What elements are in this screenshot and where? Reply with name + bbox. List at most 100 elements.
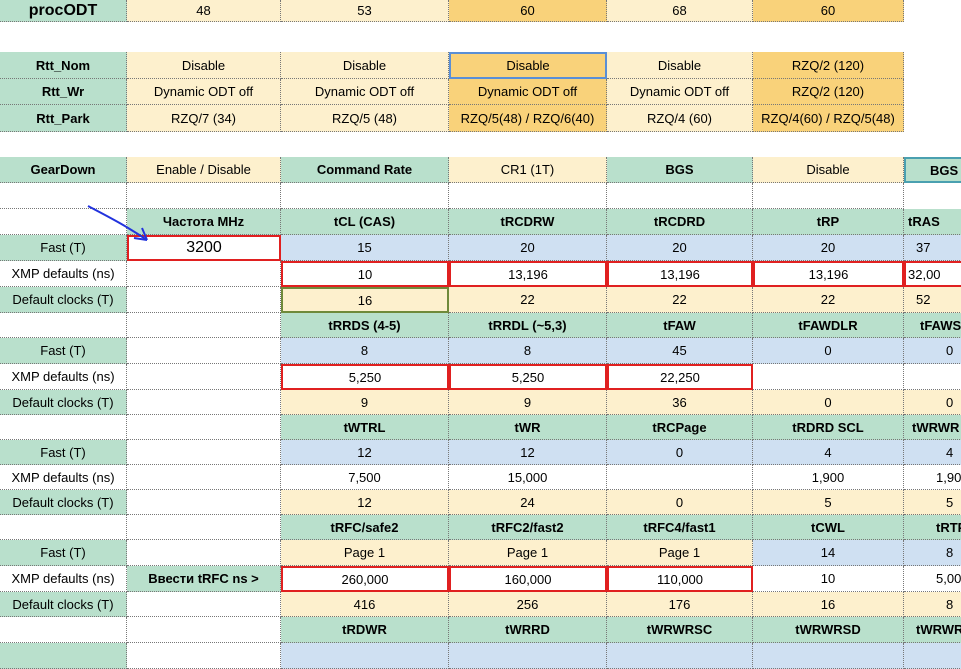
empty-cell[interactable] — [127, 643, 281, 669]
default-cell[interactable]: 16 — [753, 592, 904, 617]
fast-cell[interactable]: Page 1 — [607, 540, 753, 566]
default-label[interactable]: Default clocks (T) — [0, 490, 127, 515]
rtt-wr-cell[interactable]: Dynamic ODT off — [607, 79, 753, 105]
param-header[interactable]: tFAW — [607, 313, 753, 338]
rtt-wr-cell[interactable]: Dynamic ODT off — [281, 79, 449, 105]
rtt-wr-cell[interactable]: Dynamic ODT off — [449, 79, 607, 105]
empty-cell[interactable] — [127, 313, 281, 338]
empty-cell[interactable] — [127, 183, 281, 209]
fast-label[interactable]: Fast (T) — [0, 440, 127, 465]
empty-cell[interactable] — [0, 515, 127, 540]
rtt-nom-cell-selected[interactable]: Disable — [449, 52, 607, 79]
fast-cell[interactable]: 8 — [904, 540, 961, 566]
default-cell[interactable]: 36 — [607, 390, 753, 415]
xmp-cell[interactable] — [607, 465, 753, 490]
empty-cell[interactable] — [607, 183, 753, 209]
fast-cell[interactable]: 0 — [753, 338, 904, 364]
empty-cell[interactable] — [127, 415, 281, 440]
param-header[interactable]: tRTP — [904, 515, 961, 540]
xmp-input[interactable]: 5,250 — [449, 364, 607, 390]
empty-cell[interactable] — [127, 540, 281, 566]
rtt-park-cell[interactable]: RZQ/7 (34) — [127, 105, 281, 132]
xmp-input[interactable]: 110,000 — [607, 566, 753, 592]
default-cell[interactable]: 416 — [281, 592, 449, 617]
bgs-label-2[interactable]: BGS — [904, 157, 961, 183]
param-header[interactable]: tRFC/safe2 — [281, 515, 449, 540]
fast-cell[interactable]: 8 — [449, 338, 607, 364]
param-header[interactable]: tWTRL — [281, 415, 449, 440]
param-header[interactable]: tRP — [753, 209, 904, 235]
fast-cell[interactable]: 4 — [904, 440, 961, 465]
frequency-header[interactable]: Частота MHz — [127, 209, 281, 235]
empty-cell[interactable] — [127, 390, 281, 415]
fast-cell[interactable]: 0 — [607, 440, 753, 465]
rtt-park-label[interactable]: Rtt_Park — [0, 105, 127, 132]
xmp-cell[interactable] — [753, 364, 904, 390]
fast-label[interactable]: Fast (T) — [0, 338, 127, 364]
xmp-input[interactable]: 10 — [281, 261, 449, 287]
empty-cell[interactable] — [127, 364, 281, 390]
xmp-cell[interactable]: 5,00 — [904, 566, 961, 592]
xmp-input[interactable]: 13,196 — [607, 261, 753, 287]
command-rate-cell[interactable]: CR1 (1T) — [449, 157, 607, 183]
procodt-label[interactable]: procODT — [0, 0, 127, 22]
rtt-wr-cell[interactable]: Dynamic ODT off — [127, 79, 281, 105]
empty-cell[interactable] — [449, 183, 607, 209]
default-cell[interactable]: 0 — [753, 390, 904, 415]
bgs-cell[interactable]: Disable — [753, 157, 904, 183]
xmp-cell[interactable]: 1,900 — [753, 465, 904, 490]
param-header[interactable]: tRCDRD — [607, 209, 753, 235]
xmp-input[interactable]: 260,000 — [281, 566, 449, 592]
xmp-label[interactable]: XMP defaults (ns) — [0, 566, 127, 592]
default-cell[interactable]: 12 — [281, 490, 449, 515]
default-cell[interactable]: 176 — [607, 592, 753, 617]
default-cell[interactable]: 8 — [904, 592, 961, 617]
empty-cell[interactable] — [127, 617, 281, 643]
rtt-wr-cell[interactable]: RZQ/2 (120) — [753, 79, 904, 105]
fast-cell[interactable]: 37 — [904, 235, 961, 261]
param-header[interactable]: tWRWR — [904, 617, 961, 643]
fast-cell[interactable]: 12 — [281, 440, 449, 465]
xmp-cell[interactable]: 10 — [753, 566, 904, 592]
fast-cell[interactable]: 20 — [753, 235, 904, 261]
empty-cell[interactable] — [127, 287, 281, 313]
default-label[interactable]: Default clocks (T) — [0, 390, 127, 415]
fast-cell[interactable] — [281, 643, 449, 669]
geardown-cell[interactable]: Enable / Disable — [127, 157, 281, 183]
empty-cell[interactable] — [127, 261, 281, 287]
rtt-nom-label[interactable]: Rtt_Nom — [0, 52, 127, 79]
default-cell[interactable]: 0 — [904, 390, 961, 415]
rtt-park-cell[interactable]: RZQ/5(48) / RZQ/6(40) — [449, 105, 607, 132]
fast-cell[interactable]: 15 — [281, 235, 449, 261]
procodt-cell[interactable]: 68 — [607, 0, 753, 22]
param-header[interactable]: tFAWS — [904, 313, 961, 338]
rtt-park-cell[interactable]: RZQ/4 (60) — [607, 105, 753, 132]
command-rate-label[interactable]: Command Rate — [281, 157, 449, 183]
param-header[interactable]: tRCDRW — [449, 209, 607, 235]
fast-cell[interactable]: 20 — [449, 235, 607, 261]
default-cell[interactable]: 9 — [281, 390, 449, 415]
fast-cell[interactable]: Page 1 — [449, 540, 607, 566]
param-header[interactable]: tWRWR — [904, 415, 961, 440]
empty-cell[interactable] — [281, 183, 449, 209]
frequency-input[interactable]: 3200 — [127, 235, 281, 261]
empty-cell[interactable] — [127, 490, 281, 515]
xmp-input[interactable]: 13,196 — [753, 261, 904, 287]
param-header[interactable]: tWRWRSD — [753, 617, 904, 643]
fast-label[interactable]: Fast (T) — [0, 235, 127, 261]
fast-cell[interactable]: 0 — [904, 338, 961, 364]
default-cell[interactable]: 22 — [753, 287, 904, 313]
xmp-input[interactable]: 32,00 — [904, 261, 961, 287]
default-cell[interactable]: 9 — [449, 390, 607, 415]
bgs-label[interactable]: BGS — [607, 157, 753, 183]
xmp-label[interactable]: XMP defaults (ns) — [0, 465, 127, 490]
param-header[interactable]: tWRWRSC — [607, 617, 753, 643]
empty-cell[interactable] — [127, 440, 281, 465]
fast-label[interactable]: Fast (T) — [0, 540, 127, 566]
default-cell[interactable]: 0 — [607, 490, 753, 515]
fast-cell[interactable] — [753, 643, 904, 669]
xmp-input[interactable]: 5,250 — [281, 364, 449, 390]
default-cell[interactable]: 22 — [449, 287, 607, 313]
empty-cell[interactable] — [127, 515, 281, 540]
fast-cell[interactable] — [607, 643, 753, 669]
